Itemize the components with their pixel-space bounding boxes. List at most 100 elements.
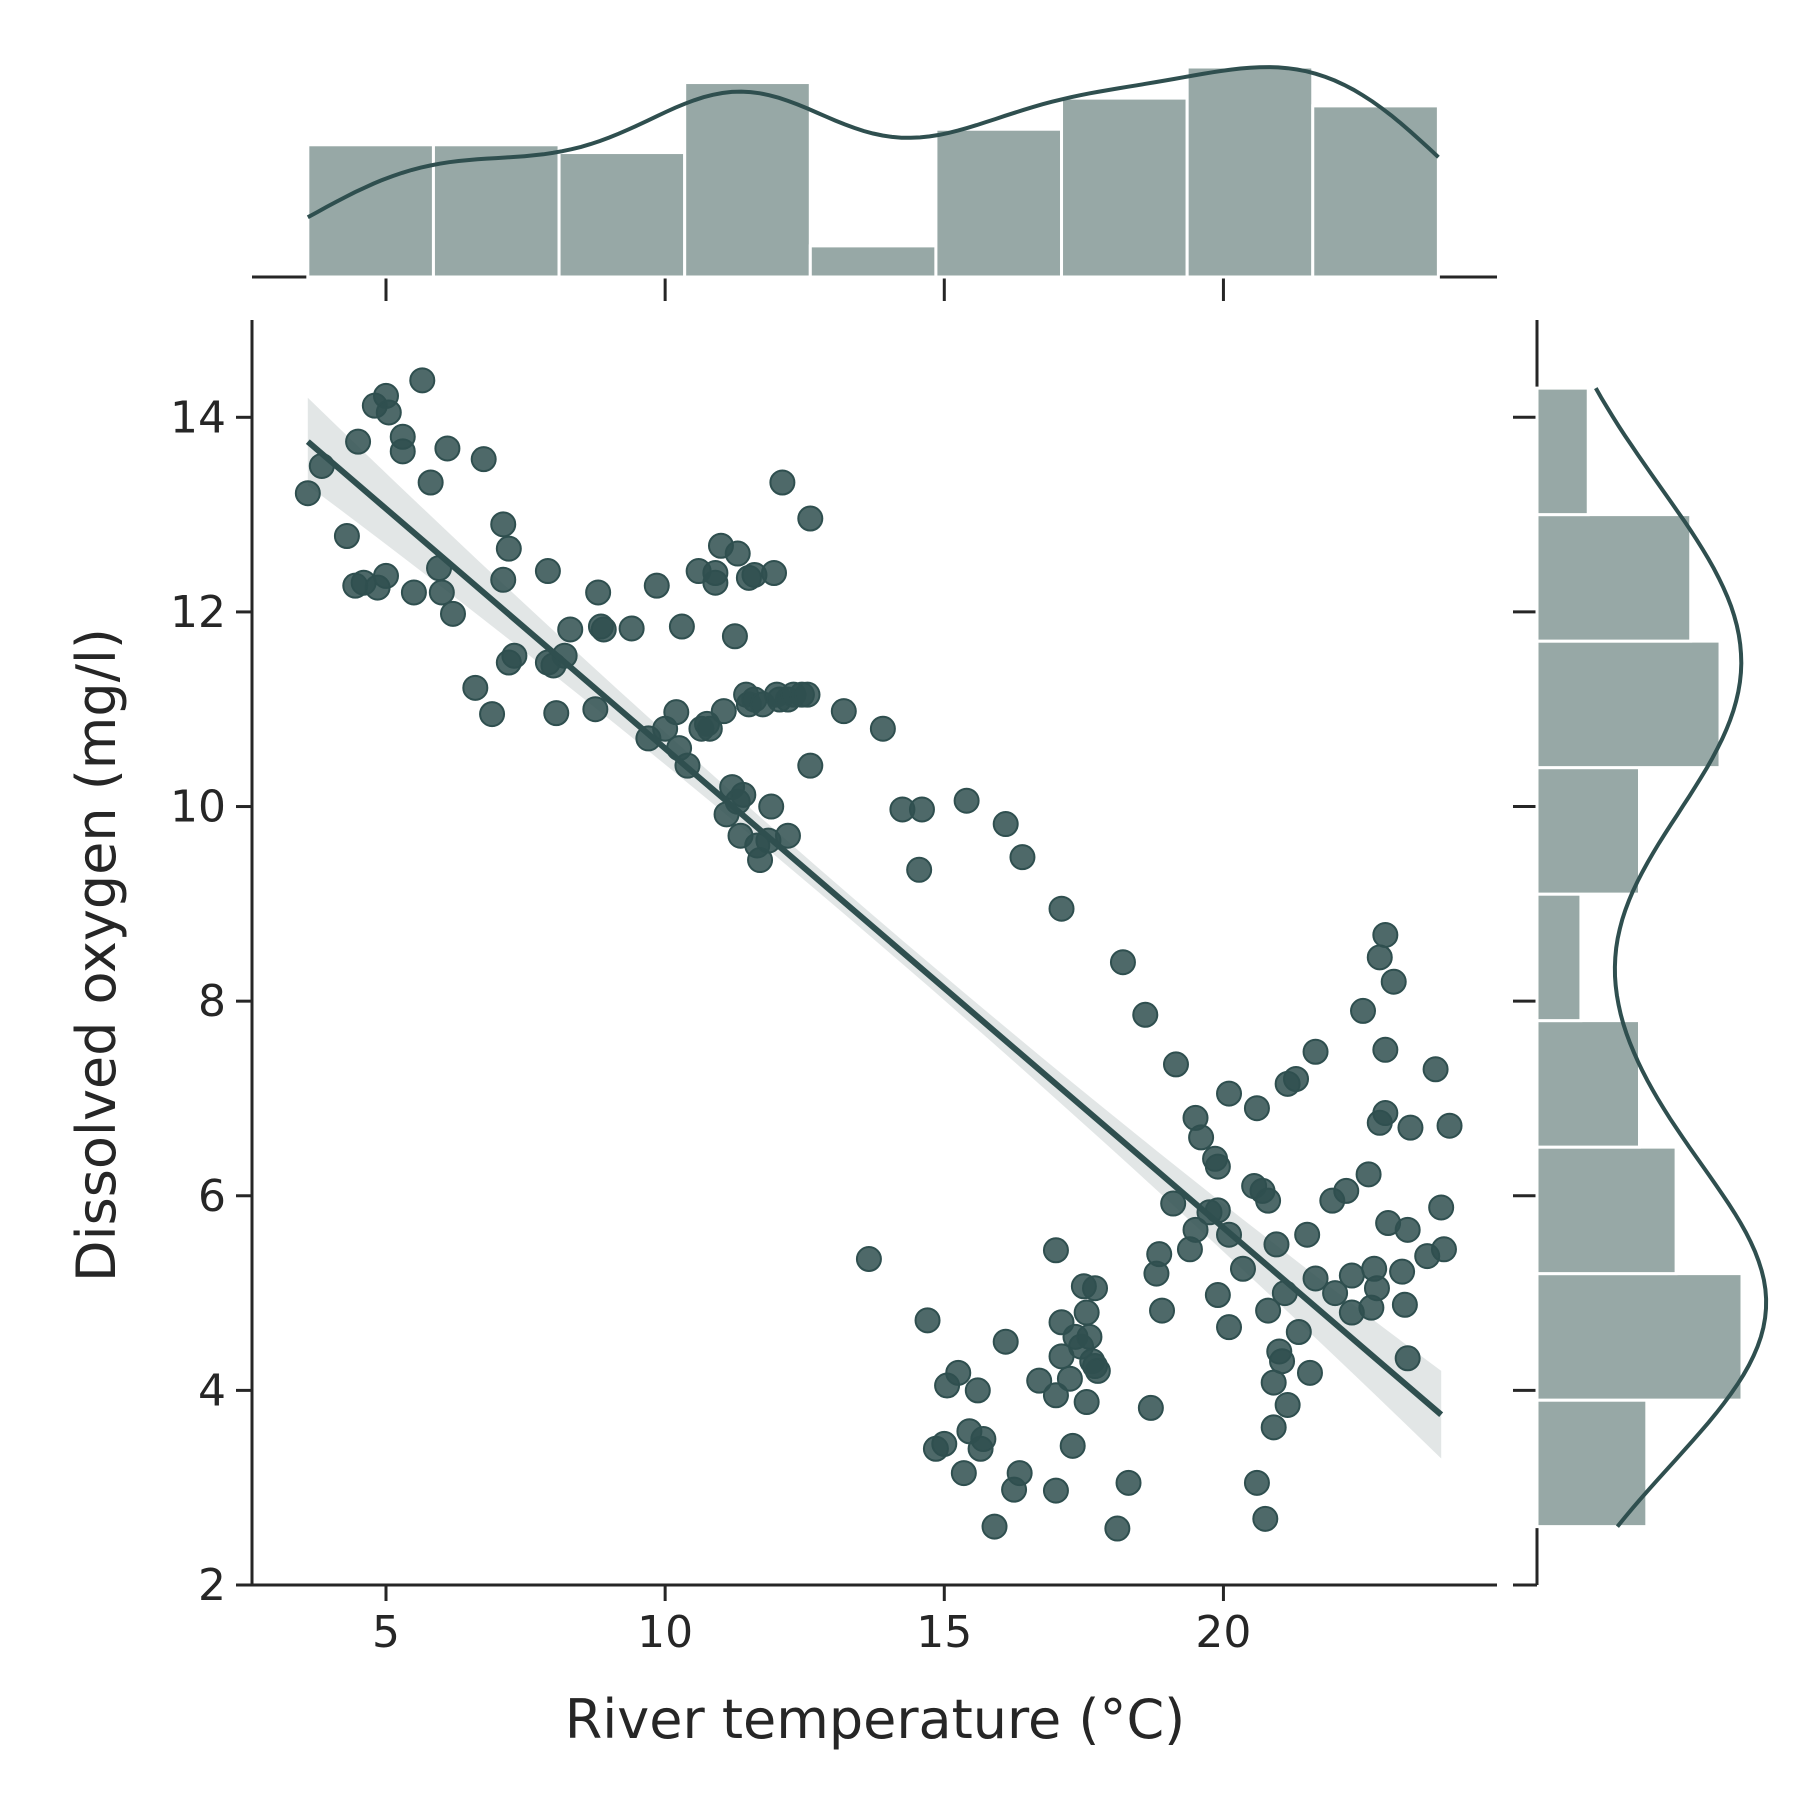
scatter-point — [1048, 895, 1075, 922]
scatter-point — [1263, 1231, 1290, 1258]
y-tick-label: 12 — [170, 587, 226, 638]
scatter-point — [730, 781, 757, 808]
scatter-point — [294, 480, 321, 507]
right-histogram-bar — [1535, 766, 1641, 896]
right-kde-curve — [1594, 387, 1769, 1528]
scatter-point — [1302, 1265, 1329, 1292]
scatter-point — [1322, 1280, 1349, 1307]
right-histogram-bar — [1535, 639, 1722, 770]
y-tick-label: 14 — [170, 392, 226, 443]
scatter-point — [761, 560, 788, 586]
scatter-point — [345, 428, 372, 455]
scatter-point — [1132, 1001, 1159, 1028]
scatter-point — [534, 558, 561, 585]
scatter-point — [869, 715, 896, 742]
y-tick-label: 2 — [198, 1560, 226, 1611]
scatter-point — [1204, 1153, 1231, 1180]
scatter-point — [618, 615, 645, 642]
scatter-point — [1430, 1236, 1457, 1263]
scatter-point — [479, 701, 506, 728]
top-histogram-bar — [1185, 65, 1315, 279]
scatter-point — [855, 1246, 882, 1273]
scatter-point — [1302, 1038, 1329, 1065]
scatter-point — [1436, 1112, 1463, 1139]
scatter-point — [1394, 1345, 1421, 1372]
right-histogram-bar — [1535, 1019, 1641, 1149]
scatter-point — [953, 787, 980, 814]
scatter-point — [914, 1307, 941, 1334]
scatter-point — [1042, 1237, 1069, 1264]
scatter-point — [950, 1460, 977, 1487]
scatter-point — [1216, 1314, 1243, 1341]
scatter-point — [1372, 921, 1399, 948]
scatter-point — [1160, 1190, 1187, 1217]
scatter-point — [696, 715, 723, 742]
right-histogram-bar — [1535, 1398, 1649, 1529]
scatter-point — [1296, 1359, 1323, 1386]
scatter-point — [1294, 1221, 1321, 1248]
scatter-point — [1229, 1255, 1256, 1282]
top-marginal-histogram — [252, 65, 1497, 301]
right-histogram-bar — [1535, 386, 1590, 517]
scatter-point — [1333, 1177, 1360, 1204]
scatter-point — [1260, 1414, 1287, 1441]
y-tick-label: 4 — [198, 1365, 226, 1416]
scatter-point — [970, 1426, 997, 1453]
top-histogram-bar — [808, 244, 938, 279]
scatter-point — [992, 811, 1019, 838]
scatter-point — [1146, 1241, 1173, 1268]
scatter-point — [945, 1359, 972, 1386]
scatter-point — [409, 367, 436, 394]
scatter-point — [964, 1377, 991, 1404]
y-axis-title: Dissolved oxygen (mg/l) — [65, 628, 128, 1282]
scatter-point — [1366, 944, 1393, 971]
y-tick-label: 10 — [170, 782, 226, 833]
scatter-point — [797, 752, 824, 779]
top-histogram-bar — [934, 127, 1064, 279]
scatter-point — [582, 696, 609, 723]
x-axis-title: River temperature (°C) — [565, 1688, 1186, 1751]
x-tick-label: 10 — [637, 1607, 693, 1658]
scatter-point — [1380, 968, 1407, 995]
scatter-point — [1252, 1505, 1279, 1532]
scatter-point — [1137, 1394, 1164, 1421]
scatter-point — [1243, 1469, 1270, 1496]
scatter-point — [1188, 1124, 1215, 1151]
scatter-point — [931, 1430, 958, 1457]
top-histogram-bar — [683, 81, 812, 279]
scatter-point — [710, 698, 737, 725]
right-marginal-histogram — [1513, 320, 1769, 1587]
x-tick-label: 5 — [372, 1607, 400, 1658]
scatter-point — [769, 469, 796, 496]
scatter-point — [702, 560, 729, 586]
scatter-point — [668, 613, 695, 640]
scatter-point — [1149, 1297, 1176, 1324]
scatter-point — [1274, 1391, 1301, 1418]
right-histogram-bar — [1535, 1272, 1744, 1402]
scatter-point — [1076, 1323, 1103, 1350]
right-histogram-bar — [1535, 1145, 1678, 1276]
scatter-point — [1109, 949, 1136, 976]
scatter-point — [1422, 1056, 1449, 1083]
scatter-point — [462, 674, 489, 701]
scatter-point — [1115, 1469, 1142, 1496]
scatter-point — [1394, 1216, 1421, 1243]
scatter-point — [774, 822, 801, 849]
scatter-point — [1428, 1194, 1455, 1221]
scatter-point — [1084, 1357, 1111, 1384]
y-tick-label: 8 — [198, 976, 226, 1027]
scatter-point — [797, 505, 824, 532]
scatter-point — [643, 572, 670, 599]
right-histogram-bar — [1535, 513, 1693, 643]
top-kde-curve — [306, 65, 1440, 219]
regression-line — [305, 439, 1444, 1417]
scatter-point — [906, 856, 933, 883]
scatter-point — [1350, 997, 1377, 1024]
scatter-point — [585, 579, 612, 606]
scatter-point — [1355, 1161, 1382, 1188]
scatter-point — [721, 623, 748, 650]
scatter-point — [1026, 1367, 1053, 1394]
right-histogram-bar — [1535, 892, 1583, 1023]
scatter-point — [724, 540, 751, 567]
scatter-point — [992, 1328, 1019, 1355]
